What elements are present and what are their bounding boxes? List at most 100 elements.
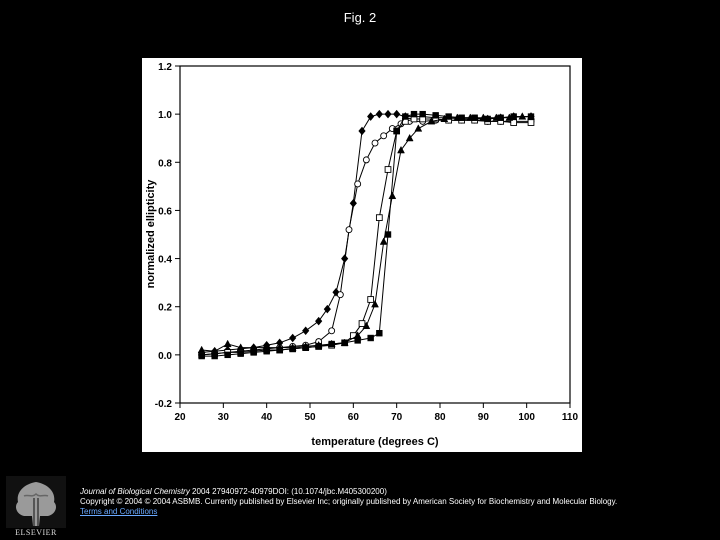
journal-name: Journal of Biological Chemistry	[80, 487, 190, 496]
data-point-series-4	[197, 345, 206, 354]
figure-title: Fig. 2	[343, 10, 377, 25]
data-point-series-2	[328, 327, 336, 335]
data-point-series-2	[362, 156, 370, 164]
data-point-series-3	[527, 119, 535, 126]
series-line-1	[201, 113, 531, 353]
y-tick-label: 1.2	[158, 62, 172, 73]
data-point-series-5	[315, 343, 322, 350]
data-point-series-1	[302, 326, 310, 336]
data-point-series-5	[402, 113, 409, 120]
x-tick-label: 110	[562, 412, 579, 423]
x-tick-label: 60	[348, 412, 360, 423]
chart-svg: 20 30 40 50 60 70 80 90 100 110 -0.2 0.0 0.2 0.4 0.6 0.…	[145, 62, 579, 448]
series-line-2	[201, 119, 531, 356]
data-point-series-3	[367, 296, 375, 303]
data-point-series-4	[362, 321, 371, 330]
x-tick-label: 80	[434, 412, 446, 423]
data-point-series-1	[289, 333, 297, 343]
y-tick-label: 0.8	[158, 158, 172, 169]
series-line-3	[201, 118, 531, 356]
data-point-series-5	[432, 112, 439, 119]
data-point-series-2	[336, 291, 344, 299]
data-point-series-5	[527, 113, 535, 120]
y-tick-label: 0.6	[158, 206, 172, 217]
data-point-series-1	[315, 316, 323, 326]
data-point-series-4	[405, 133, 414, 142]
data-point-series-2	[345, 226, 353, 234]
data-point-series-3	[384, 166, 392, 173]
elsevier-logo	[6, 476, 66, 528]
data-point-series-5	[289, 345, 296, 353]
chart-panel: 20 30 40 50 60 70 80 90 100 110 -0.2 0.0 0.2 0.4 0.6 0.…	[142, 58, 582, 452]
data-point-series-5	[198, 352, 205, 360]
data-point-series-4	[427, 117, 436, 125]
data-point-series-5	[471, 114, 478, 121]
data-point-series-4	[518, 112, 527, 120]
x-axis-label: temperature (degrees C)	[311, 436, 438, 448]
plot-frame	[179, 65, 571, 404]
data-point-series-5	[250, 349, 257, 356]
data-point-series-4	[223, 339, 232, 348]
y-tick-label: -0.2	[155, 399, 173, 410]
data-point-series-2	[371, 139, 379, 147]
data-point-series-2	[380, 132, 388, 140]
data-point-series-4	[397, 145, 405, 154]
axis-ticks: 20 30 40 50 60 70 80 90 100 110 -0.2 0.0 0.2 0.4 0.6 0.…	[155, 62, 579, 423]
data-point-series-4	[371, 299, 379, 308]
data-point-series-4	[388, 191, 397, 200]
data-point-series-5	[237, 350, 244, 357]
data-point-series-5	[445, 113, 452, 120]
y-tick-label: 0.4	[158, 255, 172, 266]
data-point-series-5	[276, 346, 283, 354]
data-point-series-3	[375, 214, 383, 222]
x-tick-label: 90	[478, 412, 490, 423]
x-tick-label: 30	[218, 412, 230, 423]
data-point-series-5	[354, 337, 361, 344]
logo-text: ELSEVIER	[15, 528, 57, 537]
x-tick-label: 100	[518, 412, 535, 423]
data-point-series-1	[358, 126, 366, 136]
series-line-5	[201, 113, 531, 357]
copyright-text: Copyright © 2004 © 2004 ASBMB. Currently…	[80, 497, 618, 506]
data-point-series-4	[379, 237, 388, 245]
data-point-series-5	[510, 113, 517, 120]
data-point-series-5	[367, 334, 374, 342]
data-point-series-1	[375, 109, 383, 119]
data-point-series-5	[484, 115, 491, 123]
data-point-series-1	[384, 109, 392, 119]
data-point-series-5	[410, 110, 418, 118]
data-point-series-5	[341, 339, 348, 347]
series-line-4	[201, 116, 531, 352]
y-axis-label: normalized ellipticity	[145, 179, 157, 289]
y-tick-label: 0.2	[158, 303, 172, 314]
x-tick-label: 70	[391, 412, 403, 423]
data-point-series-3	[358, 320, 366, 327]
data-point-series-1	[323, 304, 331, 314]
series-layer	[197, 109, 535, 360]
data-point-series-5	[211, 352, 218, 360]
y-tick-label: 1.0	[158, 110, 172, 121]
data-point-series-5	[419, 110, 426, 118]
data-point-series-4	[236, 343, 245, 351]
data-point-series-5	[263, 348, 270, 355]
data-point-series-5	[224, 351, 231, 359]
data-point-series-5	[497, 114, 504, 121]
data-point-series-5	[376, 329, 383, 337]
y-tick-label: 0.0	[158, 351, 172, 362]
x-tick-label: 50	[304, 412, 316, 423]
citation-footer: Journal of Biological Chemistry 2004 279…	[80, 487, 640, 517]
data-point-series-5	[384, 231, 392, 238]
data-point-series-4	[414, 124, 423, 132]
data-point-series-2	[354, 180, 362, 188]
citation-doi: 2004 27940972-40979DOI: (10.1074/jbc.M40…	[189, 487, 387, 496]
x-tick-label: 20	[174, 412, 186, 423]
data-point-series-1	[393, 109, 401, 119]
data-point-series-1	[367, 112, 375, 121]
data-point-series-1	[332, 288, 340, 297]
data-point-series-5	[393, 127, 400, 135]
data-point-series-5	[328, 340, 335, 348]
terms-link[interactable]: Terms and Conditions	[80, 507, 158, 516]
x-tick-label: 40	[261, 412, 273, 423]
data-point-series-5	[302, 344, 309, 351]
data-point-series-5	[458, 114, 465, 121]
